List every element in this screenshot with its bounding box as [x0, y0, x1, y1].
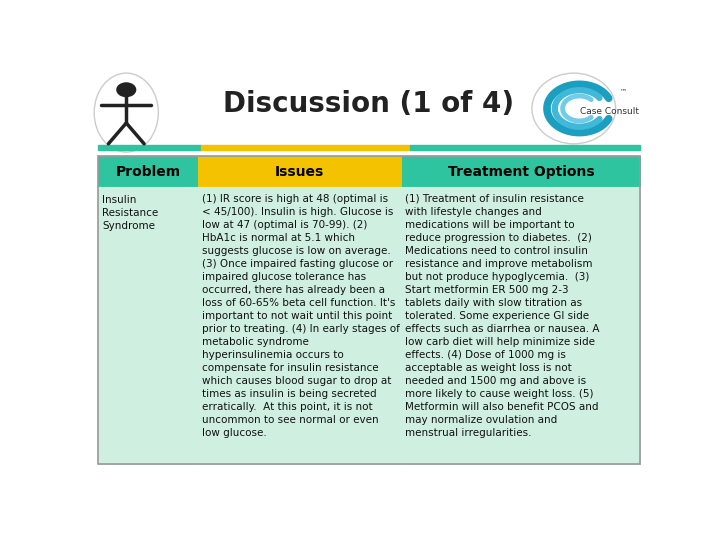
Text: ™: ™	[620, 88, 627, 94]
Bar	[98, 156, 198, 187]
Bar	[201, 145, 410, 150]
Bar	[98, 156, 640, 464]
Bar	[410, 145, 640, 150]
Bar	[402, 156, 640, 187]
Text: (1) IR score is high at 48 (optimal is
< 45/100). Insulin is high. Glucose is
lo: (1) IR score is high at 48 (optimal is <…	[202, 194, 400, 438]
Text: Treatment Options: Treatment Options	[448, 165, 594, 179]
Bar	[198, 187, 402, 464]
Text: Problem: Problem	[115, 165, 181, 179]
Bar	[402, 187, 640, 464]
Text: Discussion (1 of 4): Discussion (1 of 4)	[223, 90, 515, 118]
Bar	[98, 145, 201, 150]
Bar	[98, 187, 198, 464]
Text: Case Consult: Case Consult	[580, 107, 639, 116]
Text: Insulin
Resistance
Syndrome: Insulin Resistance Syndrome	[102, 195, 158, 231]
Text: Issues: Issues	[275, 165, 325, 179]
Circle shape	[116, 82, 136, 97]
Text: (1) Treatment of insulin resistance
with lifestyle changes and
medications will : (1) Treatment of insulin resistance with…	[405, 194, 600, 438]
Bar	[198, 156, 402, 187]
